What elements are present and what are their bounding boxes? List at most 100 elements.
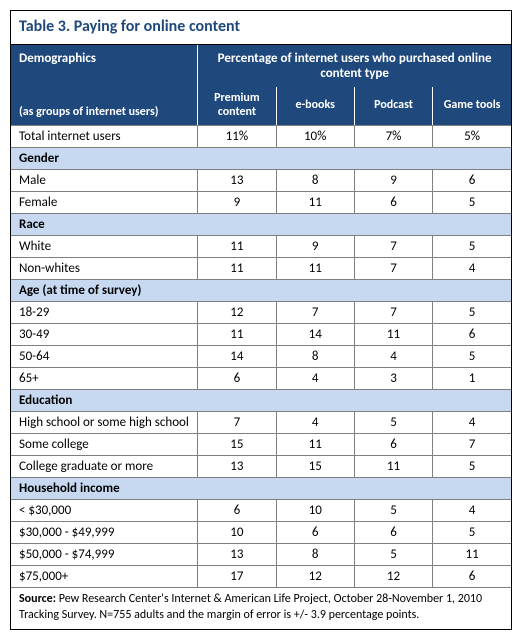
cell-value: 10	[276, 500, 354, 522]
section-label: Age (at time of survey)	[11, 280, 511, 302]
row-label: $30,000 - $49,999	[11, 522, 198, 544]
row-label: Male	[11, 170, 198, 192]
cell-value: 7	[433, 434, 511, 456]
row-label: Some college	[11, 434, 198, 456]
section-header: Household income	[11, 478, 511, 500]
cell-value: 6	[354, 522, 432, 544]
header-row-1: Demographics Percentage of internet user…	[11, 45, 511, 87]
cell-value: 7%	[354, 126, 432, 148]
col-header-podcast: Podcast	[354, 87, 432, 126]
cell-value: 11	[276, 258, 354, 280]
table-container: Table 3. Paying for online content Demog…	[10, 10, 512, 630]
cell-value: 7	[198, 412, 276, 434]
table-row: College graduate or more1315115	[11, 456, 511, 478]
table-row: 50-6414845	[11, 346, 511, 368]
cell-value: 11%	[198, 126, 276, 148]
cell-value: 11	[198, 236, 276, 258]
cell-value: 14	[276, 324, 354, 346]
row-label: < $30,000	[11, 500, 198, 522]
cell-value: 5	[354, 412, 432, 434]
cell-value: 15	[198, 434, 276, 456]
section-header: Gender	[11, 148, 511, 170]
row-label: $50,000 - $74,999	[11, 544, 198, 566]
col-header-ebooks: e-books	[276, 87, 354, 126]
table-row: 18-2912775	[11, 302, 511, 324]
section-header: Race	[11, 214, 511, 236]
table-row: $75,000+1712126	[11, 566, 511, 588]
cell-value: 4	[433, 258, 511, 280]
table-title: Table 3. Paying for online content	[11, 11, 511, 45]
cell-value: 6	[433, 170, 511, 192]
table-row: $50,000 - $74,999138511	[11, 544, 511, 566]
cell-value: 6	[433, 324, 511, 346]
row-label: 65+	[11, 368, 198, 390]
row-label: Total internet users	[11, 126, 198, 148]
source-row: Source: Pew Research Center's Internet &…	[11, 588, 511, 630]
cell-value: 11	[276, 434, 354, 456]
cell-value: 5	[433, 236, 511, 258]
row-label: 50-64	[11, 346, 198, 368]
cell-value: 1	[433, 368, 511, 390]
table-row: White11975	[11, 236, 511, 258]
cell-value: 6	[198, 500, 276, 522]
cell-value: 4	[433, 412, 511, 434]
cell-value: 7	[354, 302, 432, 324]
table-row: 30-491114116	[11, 324, 511, 346]
table-row: Male13896	[11, 170, 511, 192]
cell-value: 9	[354, 170, 432, 192]
col-header-game-tools: Game tools	[433, 87, 511, 126]
source-label: Source:	[19, 592, 56, 606]
cell-value: 4	[433, 500, 511, 522]
cell-value: 5	[433, 302, 511, 324]
table-row: Non-whites111174	[11, 258, 511, 280]
cell-value: 11	[354, 456, 432, 478]
data-table: Demographics Percentage of internet user…	[11, 45, 511, 629]
cell-value: 11	[276, 192, 354, 214]
header-row-2: (as groups of internet users) Premium co…	[11, 87, 511, 126]
cell-value: 12	[198, 302, 276, 324]
section-label: Household income	[11, 478, 511, 500]
cell-value: 6	[276, 522, 354, 544]
cell-value: 11	[354, 324, 432, 346]
cell-value: 4	[276, 412, 354, 434]
table-row: $30,000 - $49,99910665	[11, 522, 511, 544]
row-label: 30-49	[11, 324, 198, 346]
cell-value: 5	[433, 346, 511, 368]
source-cell: Source: Pew Research Center's Internet &…	[11, 588, 511, 630]
cell-value: 5	[433, 192, 511, 214]
cell-value: 5%	[433, 126, 511, 148]
header-demographics-sub: (as groups of internet users)	[11, 87, 198, 126]
total-row: Total internet users11%10%7%5%	[11, 126, 511, 148]
cell-value: 10%	[276, 126, 354, 148]
cell-value: 5	[433, 456, 511, 478]
cell-value: 7	[354, 236, 432, 258]
table-row: 65+6431	[11, 368, 511, 390]
cell-value: 12	[276, 566, 354, 588]
section-label: Education	[11, 390, 511, 412]
cell-value: 14	[198, 346, 276, 368]
cell-value: 6	[354, 192, 432, 214]
cell-value: 11	[198, 258, 276, 280]
section-header: Age (at time of survey)	[11, 280, 511, 302]
cell-value: 11	[433, 544, 511, 566]
table-row: < $30,00061054	[11, 500, 511, 522]
cell-value: 12	[354, 566, 432, 588]
cell-value: 5	[354, 500, 432, 522]
row-label: $75,000+	[11, 566, 198, 588]
section-label: Gender	[11, 148, 511, 170]
row-label: Female	[11, 192, 198, 214]
row-label: 18-29	[11, 302, 198, 324]
table-row: Female91165	[11, 192, 511, 214]
row-label: College graduate or more	[11, 456, 198, 478]
cell-value: 13	[198, 170, 276, 192]
cell-value: 5	[354, 544, 432, 566]
cell-value: 6	[354, 434, 432, 456]
cell-value: 8	[276, 170, 354, 192]
cell-value: 3	[354, 368, 432, 390]
cell-value: 13	[198, 456, 276, 478]
row-label: High school or some high school	[11, 412, 198, 434]
col-header-premium: Premium content	[198, 87, 276, 126]
source-text: Pew Research Center's Internet & America…	[19, 592, 482, 622]
cell-value: 6	[433, 566, 511, 588]
cell-value: 13	[198, 544, 276, 566]
